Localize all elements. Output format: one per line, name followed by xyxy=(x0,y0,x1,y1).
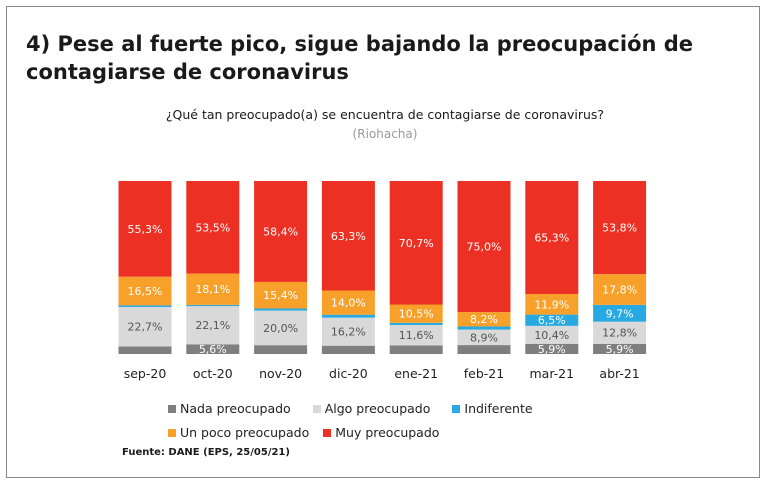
bar-segment-indiferente-sep-20 xyxy=(118,305,172,308)
data-label-un-poco-preocupado-sep-20: 16,5% xyxy=(128,285,163,298)
bar-segment-nada-preocupado-abr-21 xyxy=(593,343,647,355)
data-label-nada-preocupado-mar-21: 5,9% xyxy=(538,343,566,356)
bar-segment-indiferente-mar-21 xyxy=(525,314,579,326)
bar-segment-un-poco-preocupado-feb-21 xyxy=(457,312,511,327)
data-label-muy-preocupado-oct-20: 53,5% xyxy=(195,221,230,234)
bar-segment-muy-preocupado-abr-21 xyxy=(593,181,647,275)
bar-segment-un-poco-preocupado-dic-20 xyxy=(321,290,375,315)
data-label-algo-preocupado-ene-21: 11,6% xyxy=(399,329,434,342)
x-tick-label-sep-20: sep-20 xyxy=(124,366,167,381)
x-tick-label-feb-21: feb-21 xyxy=(464,366,504,381)
data-label-un-poco-preocupado-feb-21: 8,2% xyxy=(470,313,498,326)
x-tick-label-abr-21: abr-21 xyxy=(599,366,639,381)
x-tick-label-mar-21: mar-21 xyxy=(530,366,575,381)
legend-row-2: Un poco preocupado Muy preocupado xyxy=(168,425,439,440)
bar-segment-algo-preocupado-oct-20 xyxy=(186,306,240,345)
legend-item-nada-preocupado: Nada preocupado xyxy=(168,401,291,416)
bar-segment-muy-preocupado-mar-21 xyxy=(525,181,579,294)
data-label-algo-preocupado-dic-20: 16,2% xyxy=(331,326,366,339)
legend-label: Un poco preocupado xyxy=(180,425,310,440)
data-label-indiferente-mar-21: 6,5% xyxy=(538,314,566,327)
bar-segment-indiferente-abr-21 xyxy=(593,304,647,322)
bar-segment-muy-preocupado-ene-21 xyxy=(389,181,443,305)
bar-segment-algo-preocupado-sep-20 xyxy=(118,307,172,347)
legend-label: Nada preocupado xyxy=(180,401,291,416)
bar-segment-un-poco-preocupado-sep-20 xyxy=(118,276,172,306)
source-note: Fuente: DANE (EPS, 25/05/21) xyxy=(122,447,290,458)
bar-segment-un-poco-preocupado-abr-21 xyxy=(593,274,647,305)
legend-swatch xyxy=(452,404,461,413)
legend-swatch xyxy=(168,404,176,413)
legend-item-algo-preocupado: Algo preocupado xyxy=(312,401,431,416)
data-label-muy-preocupado-nov-20: 58,4% xyxy=(263,226,298,239)
legend-item-muy-preocupado: Muy preocupado xyxy=(323,425,439,440)
slide-heading: 4) Pese al fuerte pico, sigue bajando la… xyxy=(26,32,694,84)
bar-segment-indiferente-dic-20 xyxy=(321,314,375,318)
legend-swatch xyxy=(312,404,321,413)
bar-segment-muy-preocupado-oct-20 xyxy=(186,181,240,274)
data-label-un-poco-preocupado-oct-20: 18,1% xyxy=(195,283,230,296)
bar-segment-muy-preocupado-dic-20 xyxy=(321,181,375,291)
chart-subtitle: (Riohacha) xyxy=(352,127,418,141)
bar-segment-algo-preocupado-ene-21 xyxy=(389,325,443,346)
data-label-muy-preocupado-feb-21: 75,0% xyxy=(467,241,502,254)
legend-item-indiferente: Indiferente xyxy=(452,401,533,416)
x-tick-label-dic-20: dic-20 xyxy=(329,366,368,381)
bar-segment-algo-preocupado-dic-20 xyxy=(321,317,375,346)
data-label-un-poco-preocupado-abr-21: 17,8% xyxy=(602,284,637,297)
bar-segment-muy-preocupado-sep-20 xyxy=(118,181,172,277)
data-label-un-poco-preocupado-mar-21: 11,9% xyxy=(534,298,569,311)
bar-segment-nada-preocupado-dic-20 xyxy=(321,345,375,354)
data-label-algo-preocupado-mar-21: 10,4% xyxy=(534,329,569,342)
bar-segment-nada-preocupado-sep-20 xyxy=(118,346,172,355)
bar-segment-nada-preocupado-mar-21 xyxy=(525,343,579,355)
bar-segment-muy-preocupado-feb-21 xyxy=(457,181,511,313)
data-label-un-poco-preocupado-ene-21: 10,5% xyxy=(399,308,434,321)
bar-segment-un-poco-preocupado-ene-21 xyxy=(389,304,443,323)
legend-label: Algo preocupado xyxy=(324,401,431,416)
data-label-nada-preocupado-abr-21: 5,9% xyxy=(606,343,634,356)
data-label-algo-preocupado-sep-20: 22,7% xyxy=(128,321,163,334)
chart-title: ¿Qué tan preocupado(a) se encuentra de c… xyxy=(165,107,605,122)
bar-segment-indiferente-nov-20 xyxy=(254,308,308,311)
bar-segment-algo-preocupado-feb-21 xyxy=(457,329,511,346)
data-label-algo-preocupado-nov-20: 20,0% xyxy=(263,322,298,335)
data-label-muy-preocupado-abr-21: 53,8% xyxy=(602,222,637,235)
bar-segment-nada-preocupado-feb-21 xyxy=(457,345,511,355)
data-label-indiferente-abr-21: 9,7% xyxy=(606,307,634,320)
bar-segment-nada-preocupado-ene-21 xyxy=(389,345,443,355)
legend-swatch xyxy=(323,428,332,437)
bar-segment-algo-preocupado-mar-21 xyxy=(525,325,579,344)
data-label-muy-preocupado-sep-20: 55,3% xyxy=(128,223,163,236)
bar-segment-nada-preocupado-nov-20 xyxy=(254,345,308,355)
legend-item-un-poco-preocupado: Un poco preocupado xyxy=(168,425,309,440)
bar-segment-un-poco-preocupado-nov-20 xyxy=(254,281,308,309)
bar-segment-algo-preocupado-abr-21 xyxy=(593,321,647,344)
data-label-muy-preocupado-dic-20: 63,3% xyxy=(331,230,366,243)
data-label-un-poco-preocupado-dic-20: 14,0% xyxy=(331,297,366,310)
legend-row-1: Nada preocupado Algo preocupado Indiferent… xyxy=(168,401,533,416)
bar-segment-indiferente-feb-21 xyxy=(457,326,511,330)
data-label-un-poco-preocupado-nov-20: 15,4% xyxy=(263,289,298,302)
bar-segment-muy-preocupado-nov-20 xyxy=(254,181,308,282)
data-label-algo-preocupado-feb-21: 8,9% xyxy=(470,331,498,344)
bar-segment-indiferente-ene-21 xyxy=(389,322,443,325)
bar-segment-nada-preocupado-oct-20 xyxy=(186,344,240,354)
bar-segment-un-poco-preocupado-mar-21 xyxy=(525,294,579,315)
data-label-muy-preocupado-mar-21: 65,3% xyxy=(534,232,569,245)
x-tick-label-ene-21: ene-21 xyxy=(394,366,438,381)
data-label-muy-preocupado-ene-21: 70,7% xyxy=(399,237,434,250)
bar-segment-algo-preocupado-nov-20 xyxy=(254,310,308,346)
data-label-nada-preocupado-oct-20: 5,6% xyxy=(199,343,227,356)
bar-segment-un-poco-preocupado-oct-20 xyxy=(186,273,240,305)
legend-swatch xyxy=(168,428,176,437)
data-label-algo-preocupado-oct-20: 22,1% xyxy=(195,319,230,332)
bar-segment-indiferente-oct-20 xyxy=(186,304,240,307)
legend-label: Indiferente xyxy=(464,401,533,416)
data-label-algo-preocupado-abr-21: 12,8% xyxy=(602,327,637,340)
x-tick-label-oct-20: oct-20 xyxy=(193,366,233,381)
legend-label: Muy preocupado xyxy=(335,425,440,440)
x-tick-label-nov-20: nov-20 xyxy=(259,366,302,381)
